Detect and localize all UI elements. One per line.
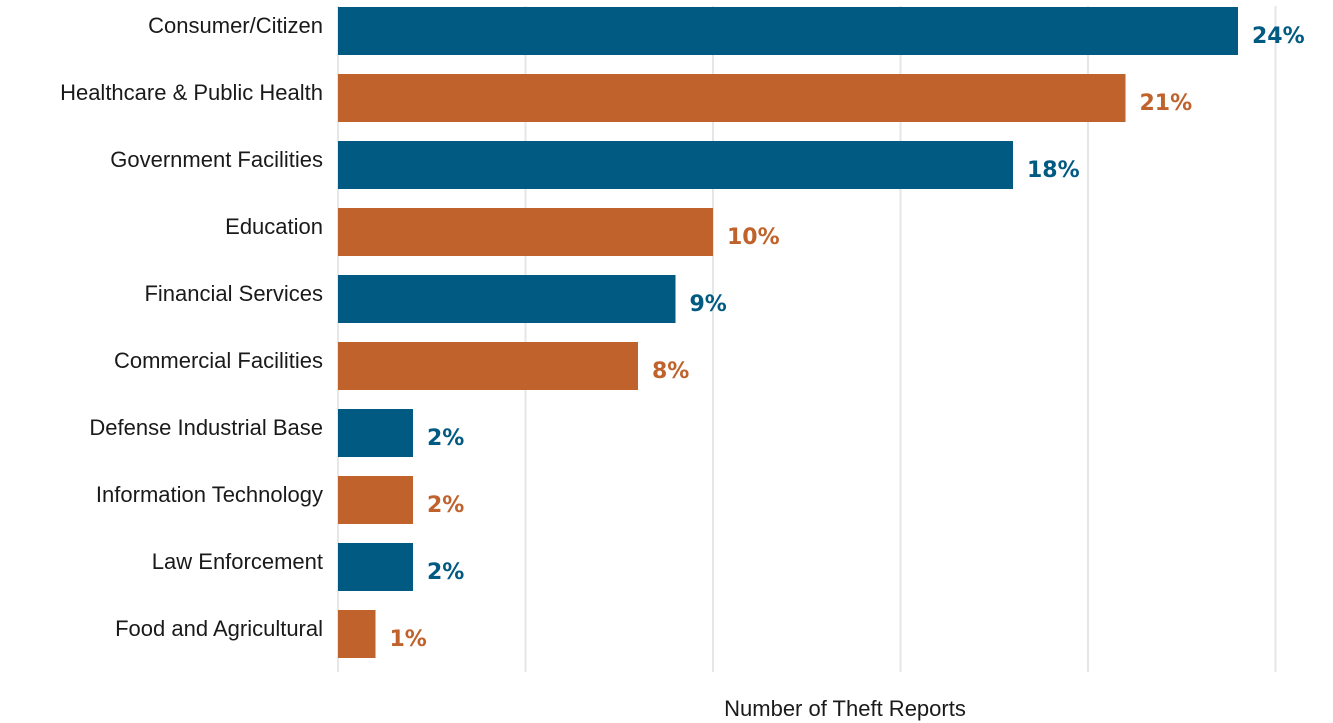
category-label: Defense Industrial Base [89,415,323,440]
bar [338,7,1238,55]
bars [338,7,1238,658]
category-label: Commercial Facilities [114,348,323,373]
category-label: Information Technology [96,482,323,507]
bar [338,208,713,256]
value-label: 8% [652,359,689,384]
value-label: 10% [727,225,780,250]
category-label: Education [225,214,323,239]
value-labels: 24% 21% 18% 10% 9% 8% 2% 2% 2% 1% [390,24,1305,652]
bar [338,141,1013,189]
value-label: 21% [1140,91,1193,116]
category-label: Law Enforcement [152,549,323,574]
value-label: 1% [390,627,427,652]
x-axis-title: Number of Theft Reports [724,696,966,721]
bar [338,342,638,390]
category-label: Government Facilities [110,147,323,172]
category-label: Financial Services [144,281,323,306]
value-label: 18% [1027,158,1080,183]
value-label: 2% [427,426,464,451]
value-label: 2% [427,560,464,585]
category-label: Healthcare & Public Health [60,80,323,105]
value-label: 24% [1252,24,1305,49]
bar [338,74,1126,122]
category-label: Consumer/Citizen [148,13,323,38]
bar [338,476,413,524]
value-label: 2% [427,493,464,518]
bar [338,275,676,323]
bar [338,610,376,658]
category-label: Food and Agricultural [115,616,323,641]
category-labels: Consumer/Citizen Healthcare & Public Heal… [60,13,323,641]
bar [338,543,413,591]
bar [338,409,413,457]
value-label: 9% [690,292,727,317]
